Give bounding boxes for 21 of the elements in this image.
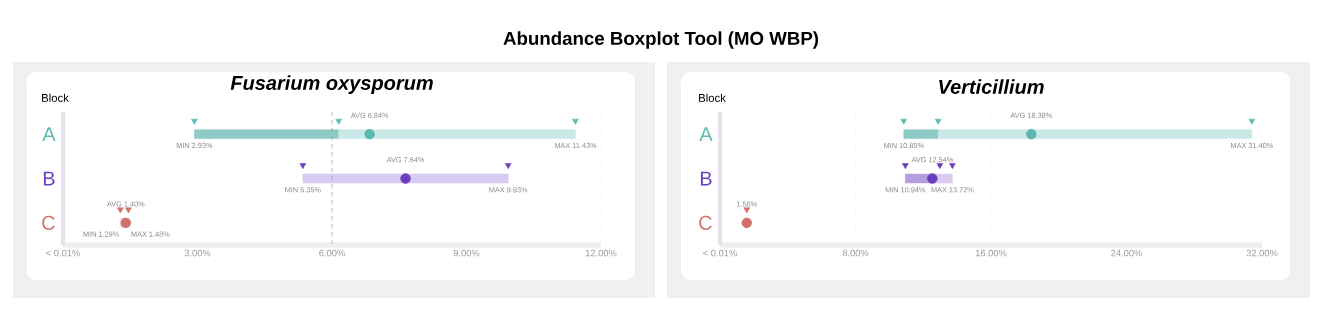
y-tick-label: C <box>699 215 712 230</box>
x-tick-label: 3.00% <box>184 249 211 257</box>
x-tick-label: 32.00% <box>1246 249 1278 257</box>
y-axis-title: Block <box>42 93 69 102</box>
x-tick-label: 12.00% <box>585 249 617 257</box>
y-tick-label: C <box>42 215 55 230</box>
x-tick-label: 8.00% <box>842 249 869 257</box>
x-tick-label: 9.00% <box>453 249 480 257</box>
x-tick-label: < 0.01% <box>703 249 737 257</box>
y-axis-title: Block <box>699 93 726 102</box>
x-tick-label: 24.00% <box>1111 249 1142 257</box>
x-tick-label: < 0.01% <box>46 249 80 257</box>
x-tick-label: 16.00% <box>975 249 1007 257</box>
text: Abundance Boxplot Tool (MO WBP) <box>503 31 819 49</box>
x-tick-label: 6.00% <box>319 249 345 257</box>
chart-title: Verticillium <box>939 79 1044 94</box>
y-tick-label: B <box>43 171 55 186</box>
y-tick-label: A <box>699 127 713 142</box>
y-tick-label: A <box>42 127 56 142</box>
y-tick-label: B <box>700 171 712 186</box>
chart-title: Fusarium oxysporum <box>230 75 433 94</box>
